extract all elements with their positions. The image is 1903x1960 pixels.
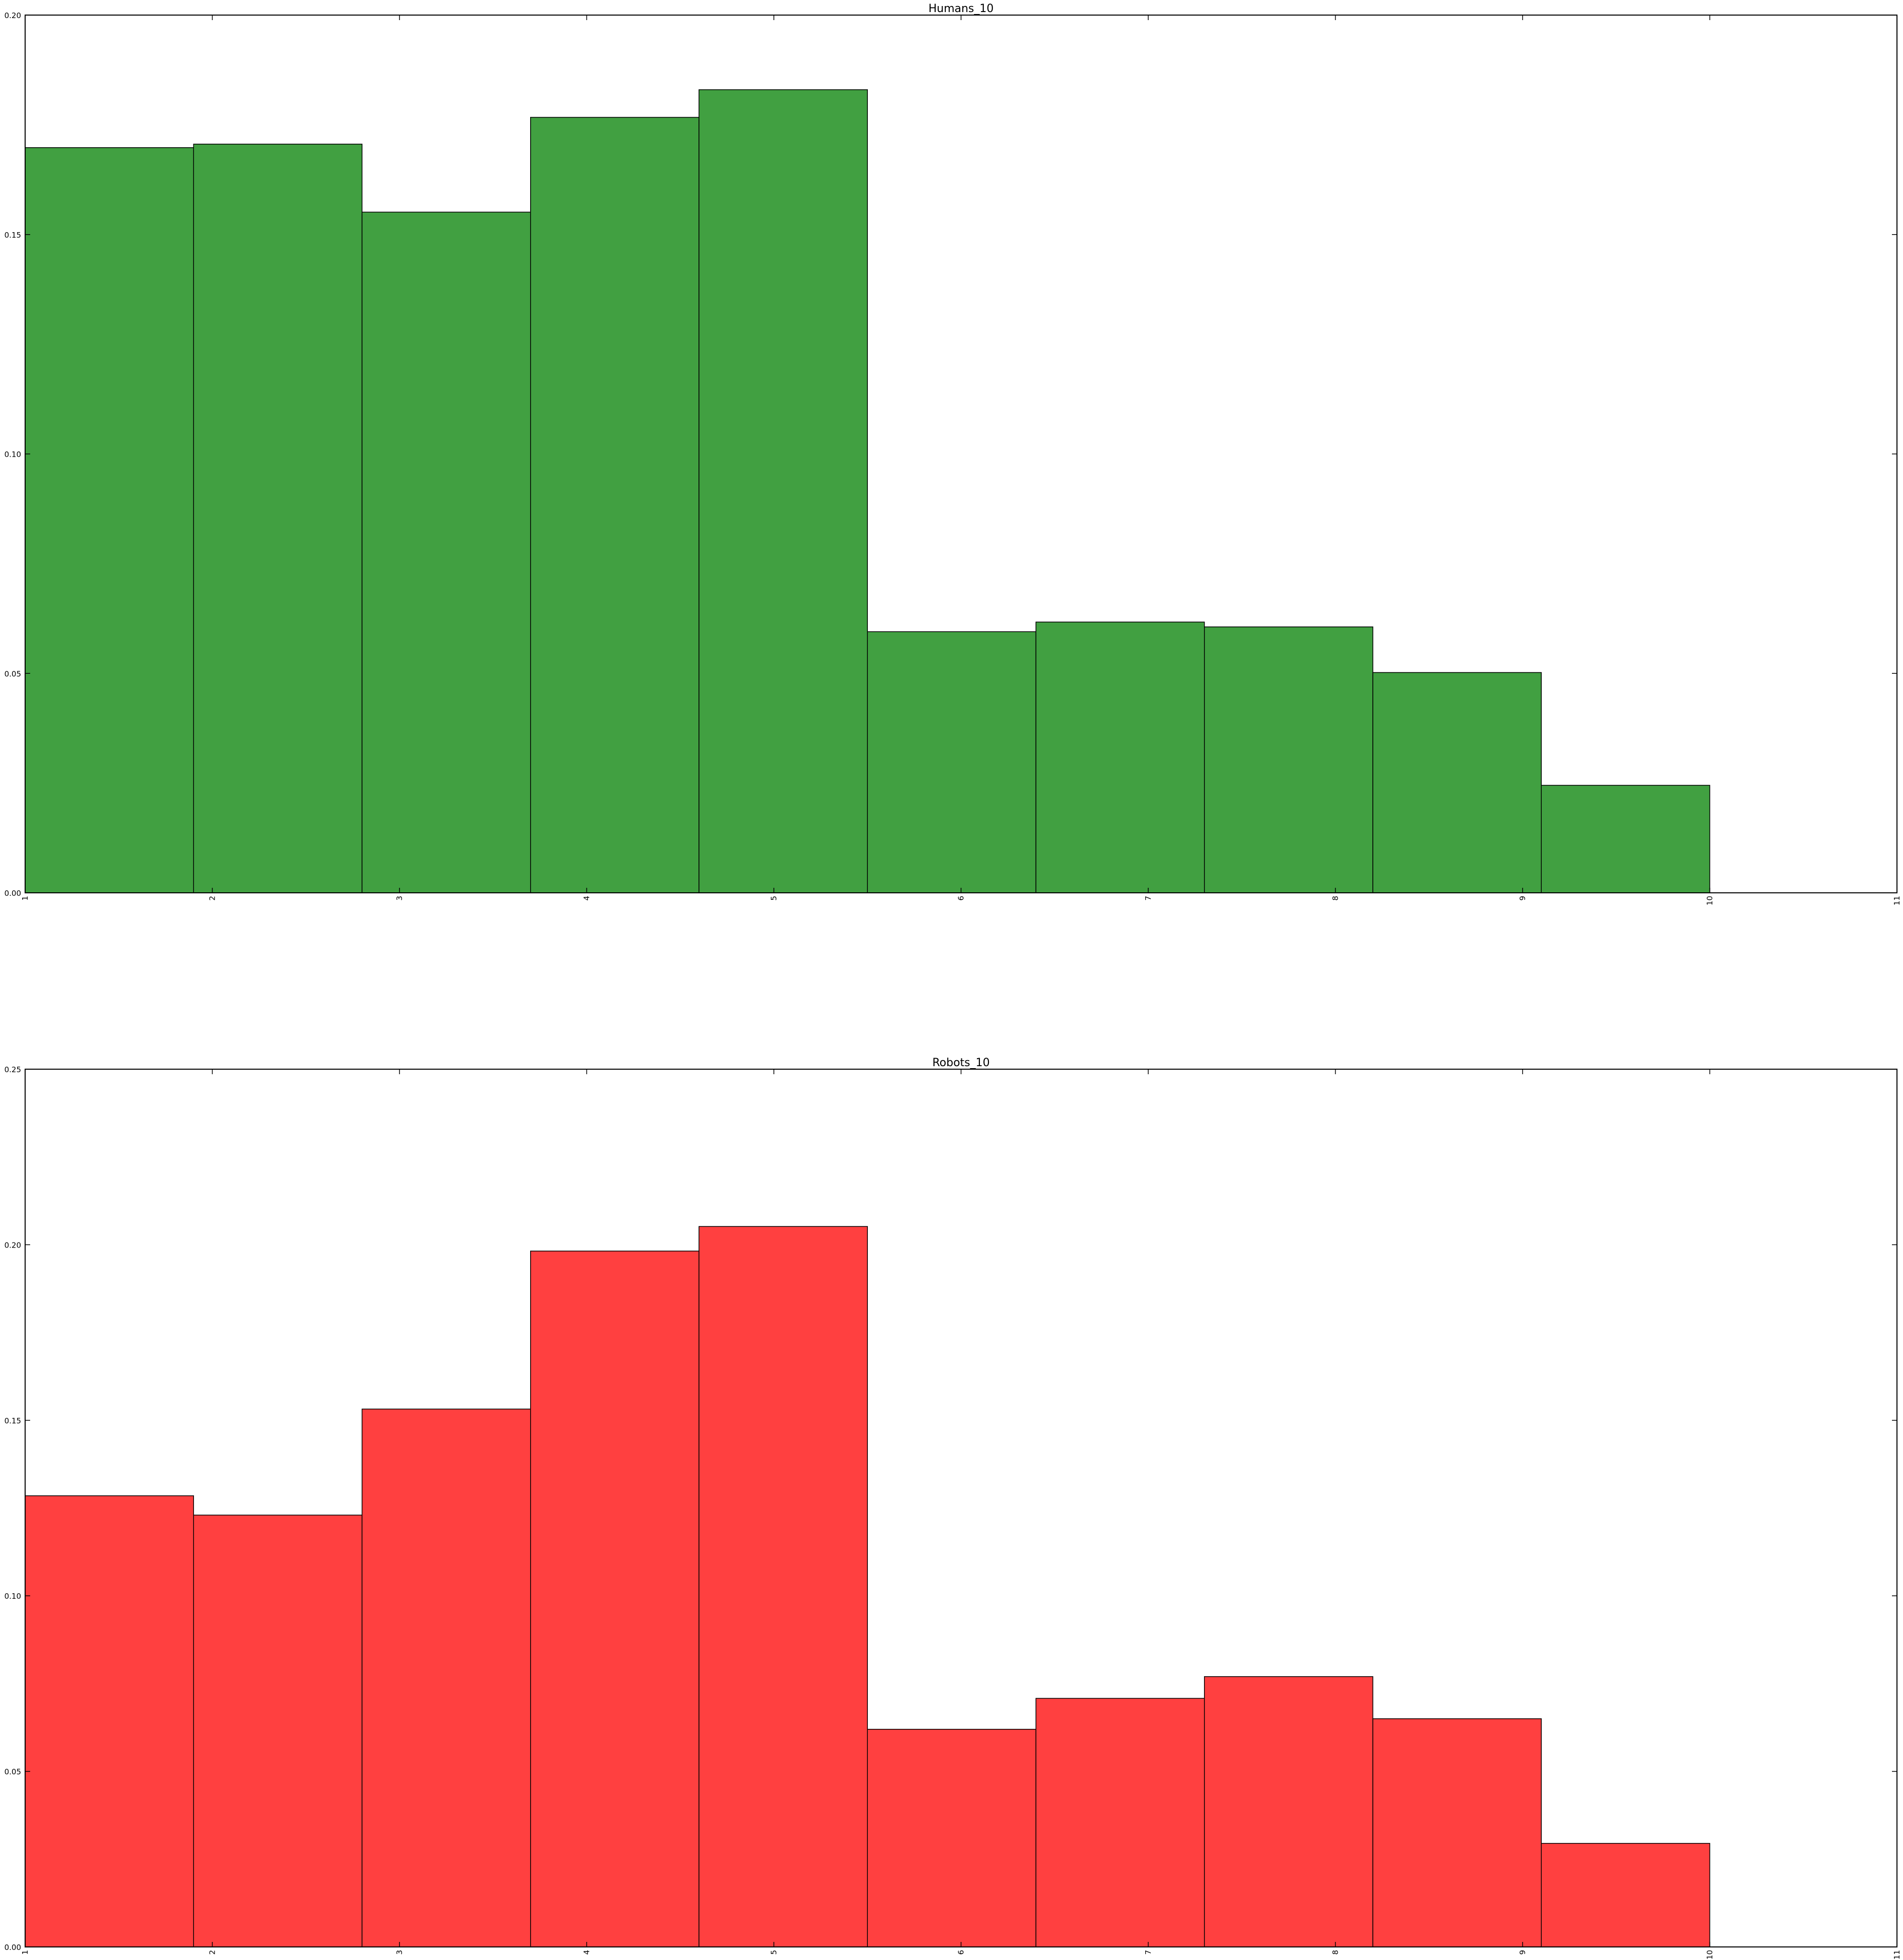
- robots-x-tick-label-2: 2: [208, 1950, 217, 1955]
- robots-y-tick-label-0.05: 0.05: [5, 1768, 21, 1777]
- robots-bar-5: [698, 1226, 868, 1947]
- robots-y-tick-label-0.10: 0.10: [5, 1592, 21, 1601]
- robots-x-tick-label-7: 7: [1144, 1950, 1153, 1955]
- robots-bar-6: [867, 1728, 1037, 1947]
- humans-x-tick-label-7: 7: [1144, 896, 1153, 901]
- humans-bar-7: [1035, 622, 1205, 893]
- humans-x-tick-label-6: 6: [957, 896, 966, 901]
- robots-bar-7: [1035, 1698, 1205, 1947]
- humans-y-tick-label-0.10: 0.10: [5, 450, 21, 459]
- robots-y-tick-label-0.20: 0.20: [5, 1241, 21, 1250]
- humans-chart-title: Humans_10: [929, 3, 994, 15]
- robots-x-tick-label-8: 8: [1331, 1950, 1340, 1955]
- robots-x-tick-label-9: 9: [1518, 1950, 1527, 1955]
- humans-bar-9: [1372, 672, 1542, 893]
- humans-bar-10: [1541, 785, 1711, 893]
- robots-chart-title: Robots_10: [932, 1057, 989, 1069]
- humans-histogram: Humans_10 1 2 3 4 5 6 7 8 9 10 11 0.00 0.05 0.10 0.15 0.…: [5, 3, 1901, 905]
- robots-x-tick-label-4: 4: [582, 1950, 591, 1955]
- humans-bar-3: [361, 212, 531, 893]
- robots-x-tick-label-3: 3: [395, 1950, 404, 1955]
- robots-x-tick-label-6: 6: [957, 1950, 966, 1955]
- humans-y-tick-label-0.05: 0.05: [5, 669, 21, 678]
- humans-bar-5: [698, 89, 868, 893]
- humans-bar-1: [25, 147, 194, 893]
- robots-y-tick-label-0.00: 0.00: [5, 1943, 21, 1952]
- robots-x-tick-label-1: 1: [21, 1950, 30, 1955]
- humans-x-tick-label-1: 1: [21, 896, 30, 901]
- humans-x-tick-label-10: 10: [1706, 896, 1715, 905]
- humans-x-tick-label-8: 8: [1331, 896, 1340, 901]
- humans-x-tick-label-3: 3: [395, 896, 404, 901]
- humans-x-tick-label-5: 5: [769, 896, 778, 901]
- humans-x-tick-label-9: 9: [1518, 896, 1527, 901]
- robots-y-tick-label-0.25: 0.25: [5, 1065, 21, 1074]
- humans-bar-4: [530, 117, 699, 893]
- robots-x-tick-label-11: 11: [1892, 1950, 1901, 1959]
- robots-y-tick-label-0.15: 0.15: [5, 1416, 21, 1425]
- humans-bar-6: [867, 631, 1037, 893]
- robots-x-tick-label-5: 5: [769, 1950, 778, 1955]
- robots-bar-9: [1372, 1718, 1542, 1947]
- robots-bar-8: [1204, 1676, 1373, 1947]
- robots-bar-4: [530, 1251, 699, 1947]
- humans-bar-8: [1204, 626, 1373, 893]
- humans-bar-2: [193, 144, 363, 893]
- humans-y-tick-label-0.20: 0.20: [5, 11, 21, 20]
- robots-bar-3: [361, 1408, 531, 1947]
- robots-bar-10: [1541, 1843, 1711, 1947]
- humans-x-tick-label-2: 2: [208, 896, 217, 901]
- humans-x-tick-label-4: 4: [582, 896, 591, 901]
- robots-x-tick-label-10: 10: [1706, 1950, 1715, 1959]
- humans-y-tick-label-0.15: 0.15: [5, 231, 21, 240]
- humans-x-tick-label-11: 11: [1892, 896, 1901, 905]
- humans-y-tick-label-0.00: 0.00: [5, 889, 21, 898]
- robots-histogram: Robots_10 1 2 3 4 5 6 7 8 9 10 11 0.00 0.05 0.10 0.15 0.…: [5, 1057, 1901, 1959]
- robots-bar-2: [193, 1514, 363, 1947]
- robots-bar-1: [25, 1495, 194, 1947]
